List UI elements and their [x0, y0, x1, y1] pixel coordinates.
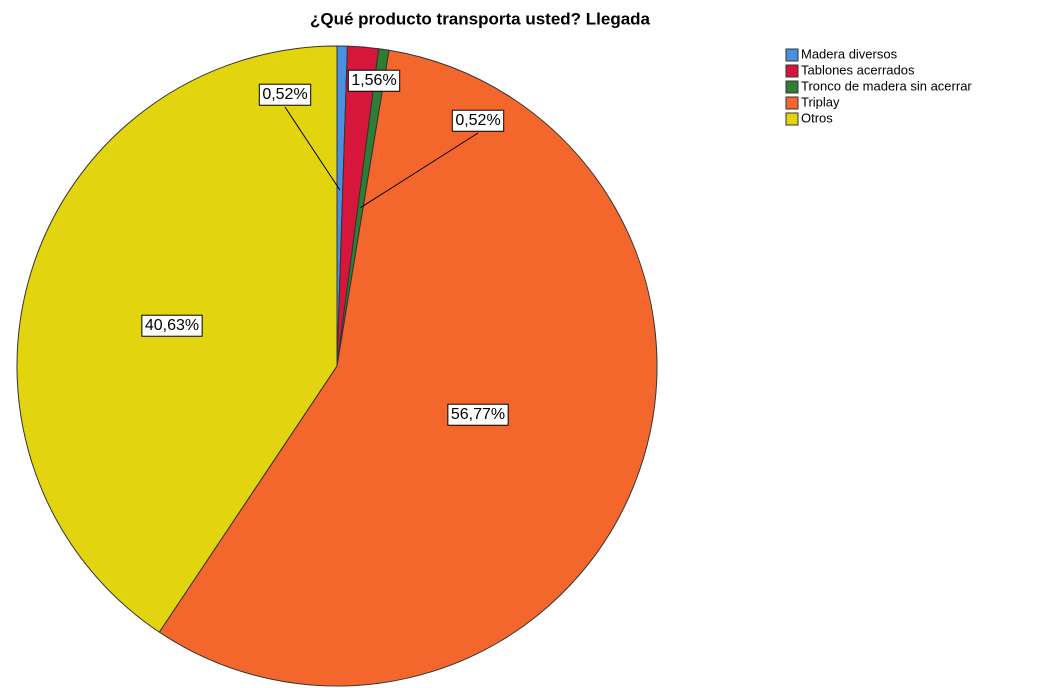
data-label: 56,77% — [451, 406, 505, 423]
slice — [16, 45, 338, 633]
data-label: 1,56% — [351, 72, 396, 89]
legend-label: Madera diversos — [801, 46, 898, 61]
legend-label: Tablones acerrados — [801, 62, 915, 77]
labels: 0,52% 1,56% 0,52% 56,77% 40,63% — [141, 69, 509, 426]
legend-label: Triplay — [801, 94, 840, 109]
legend-swatch — [785, 48, 799, 62]
pie — [16, 45, 658, 687]
legend-swatch — [785, 112, 799, 126]
legend-label: Tronco de madera sin acerrar — [801, 78, 972, 93]
legend-swatch — [785, 80, 799, 94]
slice — [158, 49, 658, 687]
label-box — [347, 69, 401, 92]
data-label: 40,63% — [145, 317, 199, 334]
label-box — [258, 83, 312, 106]
legend-swatch — [785, 64, 799, 78]
legend-swatch — [785, 96, 799, 110]
label-box — [451, 109, 505, 132]
chart-title: ¿Qué producto transporta usted? Llegada — [310, 9, 651, 28]
data-label: 0,52% — [262, 86, 307, 103]
label-box — [141, 314, 203, 337]
leader-line — [360, 132, 479, 209]
label-box — [447, 403, 509, 426]
leader-line — [284, 106, 341, 191]
legend-label: Otros — [801, 110, 833, 125]
data-label: 0,52% — [455, 112, 500, 129]
